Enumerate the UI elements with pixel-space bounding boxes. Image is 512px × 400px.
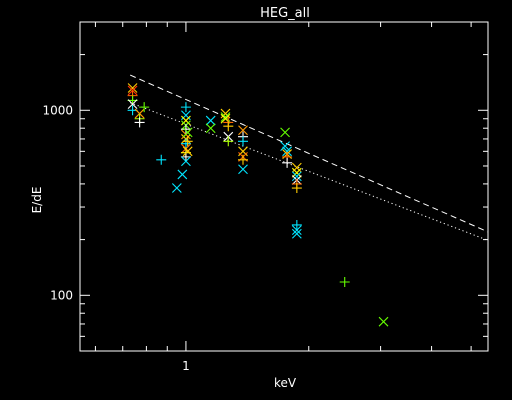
cross-marker bbox=[205, 123, 216, 134]
plot-frame bbox=[79, 21, 489, 352]
cross-marker bbox=[134, 108, 145, 119]
plus-marker bbox=[291, 219, 302, 230]
cross-marker bbox=[291, 225, 302, 236]
cross-marker bbox=[181, 115, 191, 126]
plus-marker bbox=[156, 154, 167, 165]
cross-marker bbox=[205, 115, 216, 126]
cross-marker bbox=[177, 169, 188, 180]
plus-marker bbox=[291, 183, 302, 194]
plus-marker bbox=[134, 117, 145, 128]
plus-marker bbox=[180, 124, 191, 135]
y-tick-label: 100 bbox=[50, 288, 73, 302]
plus-marker bbox=[139, 102, 150, 113]
cross-marker bbox=[378, 316, 389, 327]
plus-marker bbox=[282, 157, 293, 168]
cross-marker bbox=[282, 146, 292, 157]
plus-marker bbox=[238, 154, 249, 165]
cross-marker bbox=[280, 141, 290, 152]
plus-marker bbox=[180, 138, 191, 149]
y-axis-label: E/dE bbox=[30, 187, 44, 214]
cross-marker bbox=[291, 167, 302, 178]
plus-marker bbox=[180, 102, 191, 113]
cross-marker bbox=[280, 127, 290, 138]
chart-title: HEG_all bbox=[260, 6, 310, 21]
cross-marker bbox=[127, 85, 138, 96]
plus-marker bbox=[238, 136, 249, 147]
cross-marker bbox=[291, 228, 302, 239]
x-tick-label: 1 bbox=[182, 359, 190, 373]
cross-marker bbox=[291, 162, 302, 173]
cross-marker bbox=[171, 183, 182, 193]
cross-marker bbox=[127, 99, 138, 109]
cross-marker bbox=[238, 164, 248, 175]
data-points bbox=[127, 83, 389, 327]
cross-marker bbox=[220, 108, 231, 119]
plus-marker bbox=[223, 121, 234, 132]
cross-marker bbox=[127, 83, 138, 93]
cross-marker bbox=[181, 156, 191, 167]
cross-marker bbox=[182, 146, 193, 157]
cross-marker bbox=[182, 127, 193, 138]
plus-marker bbox=[182, 136, 193, 147]
plus-marker bbox=[339, 277, 350, 288]
cross-marker bbox=[291, 171, 302, 182]
plus-marker bbox=[223, 136, 234, 147]
cross-marker bbox=[238, 125, 248, 136]
dashed-curve bbox=[129, 74, 489, 233]
x-axis-label: keV bbox=[274, 376, 297, 390]
axes: 1 100 1000 bbox=[42, 21, 489, 373]
y-tick-label: 1000 bbox=[42, 103, 73, 117]
model-curves bbox=[129, 74, 489, 241]
